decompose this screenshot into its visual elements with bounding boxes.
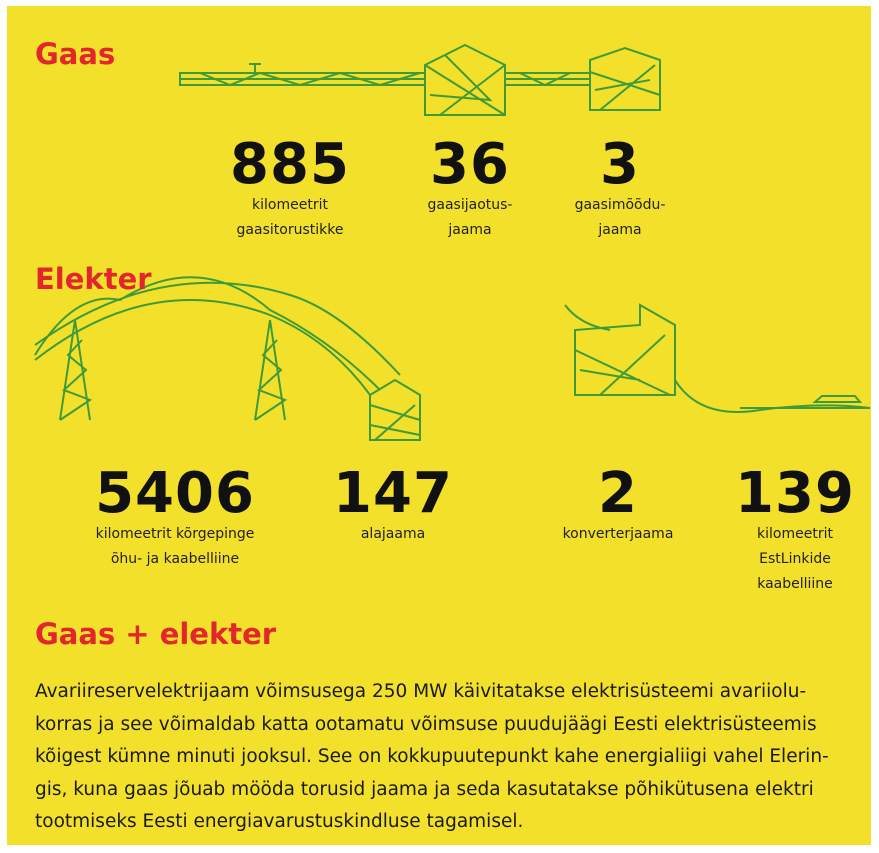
page: Gaas Elekter Gaas + elekter Avariireserv… [0,0,879,853]
text-line: korras ja see võimaldab katta ootamatu v… [35,709,829,742]
stat-label: gaasimõõdu-jaama [500,193,740,243]
text-line: gis, kuna gaas jõuab mööda torusid jaama… [35,774,829,807]
text-line: kõigest kümne minuti jooksul. See on kok… [35,741,829,774]
heading: Elekter [35,265,152,294]
stat-value: 139 [675,466,879,522]
label-line: gaasimõõdu- [500,193,740,218]
label-line: EstLinkide [675,547,879,572]
heading: Gaas + elekter [35,620,276,649]
text-line: tootmiseks Eesti energiavarustuskindluse… [35,806,829,839]
label-line: kaabelliine [675,572,879,597]
heading: Gaas [35,40,115,69]
text-line: Avariireservelektrijaam võimsusega 250 M… [35,676,829,709]
label-line: alajaama [273,522,513,547]
label-line: kilomeetrit kõrgepinge [55,522,295,547]
power-line [35,277,870,440]
label-line: õhu- ja kaabelliine [55,547,295,572]
stat-value: 5406 [55,466,295,522]
stat-label: alajaama [273,522,513,547]
stat-value: 147 [273,466,513,522]
paragraph: Avariireservelektrijaam võimsusega 250 M… [35,676,829,839]
gas-pipeline [180,45,660,115]
label-line: jaama [500,218,740,243]
stat-value: 3 [500,137,740,193]
